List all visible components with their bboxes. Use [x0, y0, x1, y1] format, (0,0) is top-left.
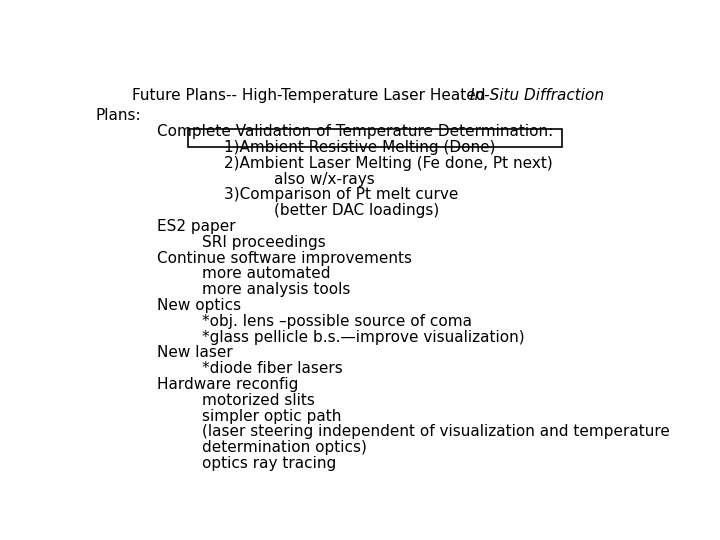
Text: also w/x-rays: also w/x-rays	[274, 172, 375, 187]
Text: determination optics): determination optics)	[202, 440, 366, 455]
Bar	[189, 129, 562, 147]
Text: *diode fiber lasers: *diode fiber lasers	[202, 361, 342, 376]
Text: optics ray tracing: optics ray tracing	[202, 456, 336, 471]
Text: Continue software improvements: Continue software improvements	[157, 251, 412, 266]
Text: *glass pellicle b.s.—improve visualization): *glass pellicle b.s.—improve visualizati…	[202, 329, 524, 345]
Text: (better DAC loadings): (better DAC loadings)	[274, 203, 439, 218]
Text: In-Situ Diffraction: In-Situ Diffraction	[470, 87, 604, 103]
Text: Complete Validation of Temperature Determination:: Complete Validation of Temperature Deter…	[157, 124, 553, 139]
Text: motorized slits: motorized slits	[202, 393, 315, 408]
Text: SRI proceedings: SRI proceedings	[202, 235, 325, 250]
Text: New optics: New optics	[157, 298, 241, 313]
Text: Hardware reconfig: Hardware reconfig	[157, 377, 298, 392]
Text: more analysis tools: more analysis tools	[202, 282, 350, 297]
Text: Future Plans-- High-Temperature Laser Heated: Future Plans-- High-Temperature Laser He…	[132, 87, 490, 103]
Text: 2)Ambient Laser Melting (Fe done, Pt next): 2)Ambient Laser Melting (Fe done, Pt nex…	[224, 156, 553, 171]
Text: New laser: New laser	[157, 346, 233, 361]
Text: (laser steering independent of visualization and temperature: (laser steering independent of visualiza…	[202, 424, 670, 440]
Text: 3)Comparison of Pt melt curve: 3)Comparison of Pt melt curve	[224, 187, 459, 202]
Text: 1)Ambient Resistive Melting (Done): 1)Ambient Resistive Melting (Done)	[224, 140, 495, 155]
Text: *obj. lens –possible source of coma: *obj. lens –possible source of coma	[202, 314, 472, 329]
Text: Plans:: Plans:	[96, 109, 141, 124]
Text: simpler optic path: simpler optic path	[202, 409, 341, 424]
Text: more automated: more automated	[202, 266, 330, 281]
Text: ES2 paper: ES2 paper	[157, 219, 235, 234]
